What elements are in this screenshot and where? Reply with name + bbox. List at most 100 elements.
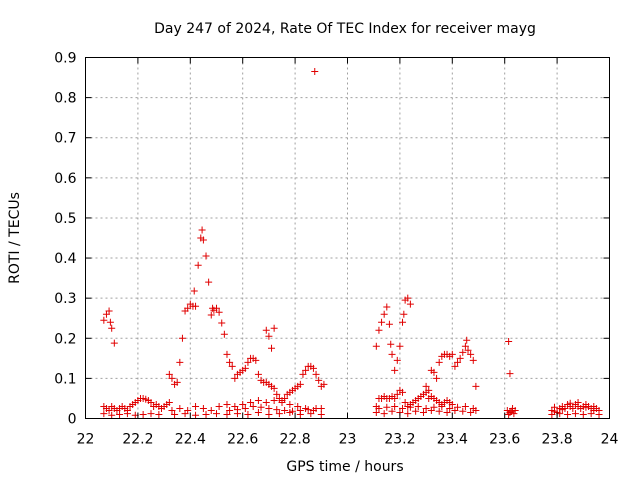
data-point bbox=[105, 307, 113, 315]
data-point bbox=[296, 406, 304, 414]
data-point bbox=[383, 403, 391, 411]
data-point bbox=[385, 320, 393, 328]
data-point bbox=[311, 68, 319, 76]
data-point bbox=[168, 374, 176, 382]
data-point bbox=[218, 319, 226, 327]
y-tick-label: 0.9 bbox=[54, 51, 76, 67]
data-point bbox=[550, 403, 558, 411]
data-point bbox=[454, 358, 462, 366]
data-point bbox=[213, 304, 220, 312]
y-tick-label: 0 bbox=[68, 412, 77, 428]
data-point bbox=[223, 350, 231, 358]
data-point bbox=[590, 402, 598, 410]
data-point bbox=[123, 410, 131, 418]
data-point bbox=[244, 410, 252, 418]
x-tick-label: 22.8 bbox=[280, 432, 311, 448]
data-point bbox=[419, 408, 427, 416]
y-tick-label: 0.7 bbox=[54, 131, 76, 147]
data-point bbox=[448, 350, 456, 358]
data-point bbox=[270, 384, 278, 392]
data-point bbox=[571, 410, 579, 418]
data-point bbox=[190, 287, 198, 295]
data-point bbox=[315, 376, 323, 384]
data-point bbox=[178, 334, 186, 342]
data-point bbox=[383, 303, 391, 311]
data-point bbox=[268, 344, 276, 352]
data-point bbox=[425, 386, 433, 394]
data-point bbox=[454, 403, 462, 411]
y-tick-label: 0.3 bbox=[54, 291, 76, 307]
data-point bbox=[254, 370, 262, 378]
data-point bbox=[147, 398, 155, 406]
data-point bbox=[406, 300, 414, 308]
data-point bbox=[414, 402, 422, 410]
y-tick-label: 0.5 bbox=[54, 211, 76, 227]
data-point bbox=[262, 326, 270, 334]
data-point bbox=[108, 411, 116, 419]
data-point bbox=[176, 358, 184, 366]
data-point bbox=[155, 410, 163, 418]
data-point bbox=[446, 404, 454, 412]
data-point bbox=[564, 410, 572, 418]
data-point bbox=[469, 356, 477, 364]
data-point bbox=[467, 350, 475, 358]
data-point bbox=[223, 410, 231, 418]
chart-title: Day 247 of 2024, Rate Of TEC Index for r… bbox=[154, 21, 536, 37]
data-point bbox=[399, 318, 407, 326]
x-tick-label: 23.8 bbox=[542, 432, 573, 448]
x-tick-label: 23.4 bbox=[437, 432, 468, 448]
data-point bbox=[270, 324, 278, 332]
data-point bbox=[393, 356, 401, 364]
data-point bbox=[254, 396, 262, 404]
data-point bbox=[176, 404, 184, 412]
x-axis-label: GPS time / hours bbox=[286, 459, 403, 475]
data-point bbox=[173, 378, 181, 386]
data-point bbox=[372, 342, 380, 350]
data-point bbox=[165, 370, 173, 378]
y-tick-label: 0.8 bbox=[54, 91, 76, 107]
data-point bbox=[459, 348, 467, 356]
data-point bbox=[404, 410, 412, 418]
data-point bbox=[393, 390, 401, 398]
data-point bbox=[244, 358, 252, 366]
data-point bbox=[320, 380, 328, 388]
data-point bbox=[273, 406, 281, 414]
data-point bbox=[100, 316, 108, 324]
x-tick-label: 23.6 bbox=[489, 432, 520, 448]
data-point bbox=[467, 408, 475, 416]
data-point bbox=[430, 403, 438, 411]
x-tick-label: 23.2 bbox=[384, 432, 415, 448]
data-point bbox=[192, 402, 200, 410]
data-point bbox=[286, 400, 294, 408]
data-point bbox=[281, 406, 289, 414]
data-points bbox=[100, 68, 603, 419]
data-point bbox=[207, 311, 215, 319]
data-point bbox=[288, 407, 296, 415]
grid bbox=[85, 57, 610, 419]
data-point bbox=[108, 324, 116, 332]
data-point bbox=[391, 366, 399, 374]
data-point bbox=[262, 398, 270, 406]
data-point bbox=[506, 370, 514, 378]
data-point bbox=[273, 390, 281, 398]
data-point bbox=[254, 408, 262, 416]
data-point bbox=[270, 396, 278, 404]
data-point bbox=[469, 404, 477, 412]
data-point bbox=[443, 408, 451, 416]
data-point bbox=[181, 410, 189, 418]
data-point bbox=[223, 400, 231, 408]
data-point bbox=[438, 402, 446, 410]
data-point bbox=[435, 407, 443, 415]
data-point bbox=[202, 252, 210, 260]
data-point bbox=[228, 362, 236, 370]
x-tick-label: 23 bbox=[339, 432, 357, 448]
data-point bbox=[375, 326, 383, 334]
data-point bbox=[579, 410, 587, 418]
data-point bbox=[105, 406, 113, 414]
data-point bbox=[233, 406, 241, 414]
data-point bbox=[247, 398, 255, 406]
data-point bbox=[380, 310, 388, 318]
data-point bbox=[275, 410, 283, 418]
data-point bbox=[215, 402, 223, 410]
